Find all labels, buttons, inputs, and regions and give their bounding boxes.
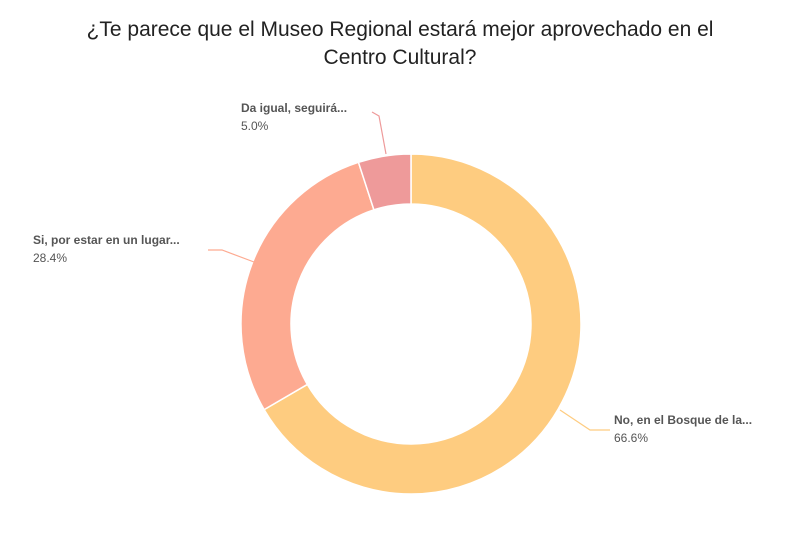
- slice-label-1: Si, por estar en un lugar...: [33, 233, 180, 247]
- leader-line-0: [559, 409, 610, 431]
- donut-slice-2[interactable]: [357, 153, 412, 211]
- slice-label-2: Da igual, seguirá...: [241, 101, 347, 115]
- slice-value-2: 5.0%: [241, 119, 269, 133]
- leader-line-1: [208, 249, 255, 263]
- chart-title-line-2: Centro Cultural?: [323, 46, 477, 69]
- leader-line-2: [371, 111, 387, 155]
- chart-title-line-1: ¿Te parece que el Museo Regional estará …: [86, 18, 714, 41]
- slice-label-0: No, en el Bosque de la...: [614, 413, 752, 427]
- donut-slice-0[interactable]: [263, 153, 582, 495]
- slice-value-0: 66.6%: [614, 431, 648, 445]
- slice-value-1: 28.4%: [33, 251, 67, 265]
- chart-title: ¿Te parece que el Museo Regional estará …: [0, 16, 800, 72]
- donut-slice-1[interactable]: [240, 161, 375, 411]
